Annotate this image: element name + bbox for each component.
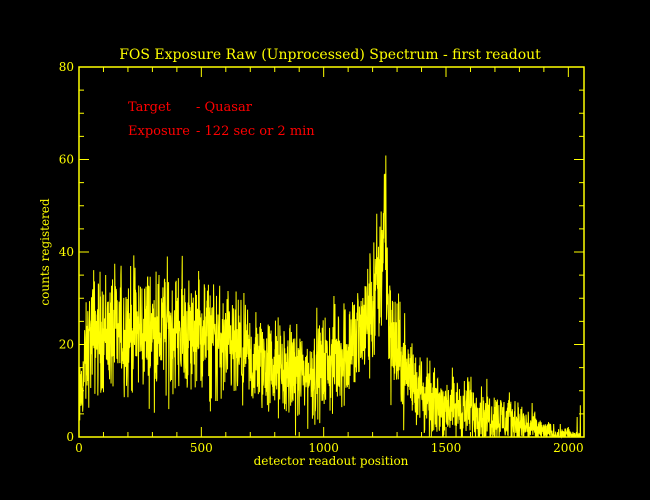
ticks-layer: 0 500 1000 1500 2000 0 20 40 60 80 <box>59 60 584 455</box>
annotation-exposure-value: - 122 sec or 2 min <box>196 124 315 139</box>
y-tick-label: 80 <box>59 60 74 74</box>
y-tick-label: 60 <box>59 153 74 167</box>
annotation-exposure-label: Exposure <box>128 124 190 139</box>
y-tick-label: 40 <box>59 245 74 259</box>
chart-title: FOS Exposure Raw (Unprocessed) Spectrum … <box>119 47 541 63</box>
annotation-target-value: - Quasar <box>196 100 253 115</box>
x-tick-label: 2000 <box>553 441 584 455</box>
x-tick-label: 500 <box>190 441 213 455</box>
y-axis-label: counts registered <box>38 198 52 305</box>
x-axis-label: detector readout position <box>254 454 409 468</box>
spectrum-series-line <box>78 155 582 439</box>
x-tick-label: 0 <box>75 441 83 455</box>
y-tick-label: 20 <box>59 338 74 352</box>
annotation-target-label: Target <box>128 100 172 115</box>
data-layer <box>78 155 582 439</box>
x-tick-label: 1000 <box>308 441 339 455</box>
x-tick-label: 1500 <box>431 441 462 455</box>
y-tick-label: 0 <box>66 430 74 444</box>
